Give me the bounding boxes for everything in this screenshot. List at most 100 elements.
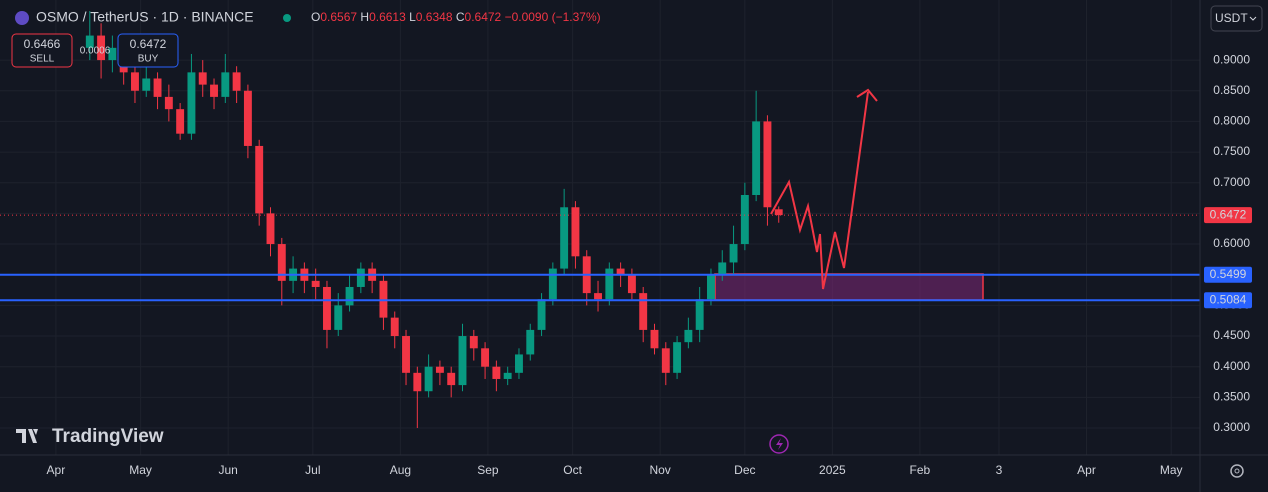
x-tick-label: 2025: [819, 463, 846, 477]
candle-body: [695, 299, 704, 330]
candle-body: [277, 244, 286, 281]
logo-icon: [16, 429, 38, 443]
candle-body: [729, 244, 738, 263]
ohlc-label: H: [360, 10, 369, 24]
x-tick-label: May: [129, 463, 152, 477]
settings-center[interactable]: [1234, 468, 1240, 474]
y-tick-label: 0.4000: [1213, 359, 1250, 373]
events-bolt[interactable]: [776, 438, 783, 450]
candle-body: [255, 145, 264, 214]
x-tick-label: Jul: [305, 463, 320, 477]
candle-body: [198, 72, 207, 85]
settings-button[interactable]: [1230, 464, 1244, 478]
candle-body: [108, 47, 117, 61]
candle-body: [548, 268, 557, 300]
sell-label[interactable]: SELL: [30, 54, 55, 65]
buy-price[interactable]: 0.6472: [130, 37, 167, 51]
y-tick-label: 0.4500: [1213, 328, 1250, 342]
candle-body: [164, 96, 173, 110]
currency-dropdown[interactable]: USDT: [1210, 5, 1263, 32]
sell-price[interactable]: 0.6466: [24, 37, 61, 51]
dropdown-box[interactable]: [1210, 5, 1263, 32]
watermark: TradingView: [52, 426, 164, 447]
buy-box[interactable]: [117, 33, 179, 68]
x-tick-label: May: [1160, 463, 1183, 477]
x-tick-label: Apr: [1077, 463, 1096, 477]
ohlc-label: C: [456, 10, 465, 24]
candle-body: [627, 274, 636, 294]
x-tick-label: 3: [996, 463, 1003, 477]
candle-body: [752, 121, 761, 195]
projection-arrowhead: [856, 88, 878, 102]
candle-body: [311, 280, 320, 287]
candle-body: [153, 78, 162, 97]
candle-body: [243, 90, 252, 146]
status-dot: [283, 14, 291, 22]
candle-body: [131, 72, 139, 91]
candle-body: [142, 78, 151, 91]
candle-body: [232, 72, 241, 91]
y-tick-label: 0.6000: [1213, 236, 1250, 250]
y-tick-label: 0.8500: [1213, 83, 1250, 97]
candle-body: [707, 274, 715, 300]
dropdown-caret[interactable]: [1249, 16, 1257, 21]
ohlc-value: 0.6613: [369, 10, 406, 24]
x-tick-label: Oct: [563, 463, 582, 477]
candle-body: [526, 329, 535, 355]
candle-body: [266, 213, 275, 245]
candle-body: [537, 299, 546, 330]
x-tick-label: Apr: [47, 463, 66, 477]
candle-body: [390, 317, 399, 337]
candle-body: [560, 207, 569, 269]
y-tick-label: 0.3500: [1213, 390, 1250, 404]
x-tick-label: Dec: [734, 463, 755, 477]
level-label: 0.5084: [1210, 292, 1247, 306]
sell-box[interactable]: [11, 33, 73, 68]
ohlc-label: L: [409, 10, 416, 24]
buy-label[interactable]: BUY: [138, 54, 159, 65]
candle-body: [718, 262, 727, 275]
candle-body: [616, 268, 625, 275]
grid: [0, 0, 1200, 455]
ohlc-change: −0.0090 (−1.37%): [505, 10, 601, 24]
sell-button[interactable]: 0.6466 SELL: [11, 33, 73, 68]
candle-body: [85, 35, 94, 48]
candle-body: [571, 207, 580, 257]
candle-body: [661, 348, 670, 373]
level-label: 0.5499: [1210, 267, 1247, 281]
level-label-box: [1204, 292, 1252, 309]
projection-path: [770, 91, 869, 290]
candle-body: [650, 329, 659, 349]
candle-body: [187, 72, 196, 134]
symbol-icon: [15, 11, 29, 25]
candle-body: [345, 286, 354, 306]
candle-body: [515, 354, 523, 373]
currency-label[interactable]: USDT: [1215, 11, 1248, 25]
candle-body: [458, 336, 467, 386]
candle-body: [594, 293, 602, 300]
candle-body: [334, 305, 343, 330]
candle-body: [481, 348, 490, 367]
events-icon[interactable]: [769, 434, 789, 454]
candle-body: [673, 342, 682, 373]
candle-body: [763, 121, 772, 208]
candle-body: [447, 372, 456, 386]
candle-body: [323, 286, 331, 330]
ohlc-header: O0.6567 H0.6613 L0.6348 C0.6472 −0.0090 …: [311, 10, 601, 24]
y-tick-label: 0.3000: [1213, 420, 1250, 434]
spread: 0.0006: [80, 46, 111, 57]
candle-body: [740, 195, 749, 245]
y-tick-label: 0.7500: [1213, 144, 1250, 158]
candle-body: [402, 336, 410, 373]
y-tick-label: 0.7000: [1213, 175, 1250, 189]
candle-body: [356, 268, 365, 287]
x-tick-label: Feb: [910, 463, 931, 477]
x-tick-label: Aug: [390, 463, 411, 477]
candle-body: [413, 372, 422, 392]
last-price-label: 0.6472: [1210, 207, 1247, 221]
candle-body: [469, 336, 478, 349]
buy-button[interactable]: 0.6472 BUY: [117, 33, 179, 68]
y-tick-label: 0.9000: [1213, 52, 1250, 66]
last-price-box: [1204, 207, 1252, 224]
